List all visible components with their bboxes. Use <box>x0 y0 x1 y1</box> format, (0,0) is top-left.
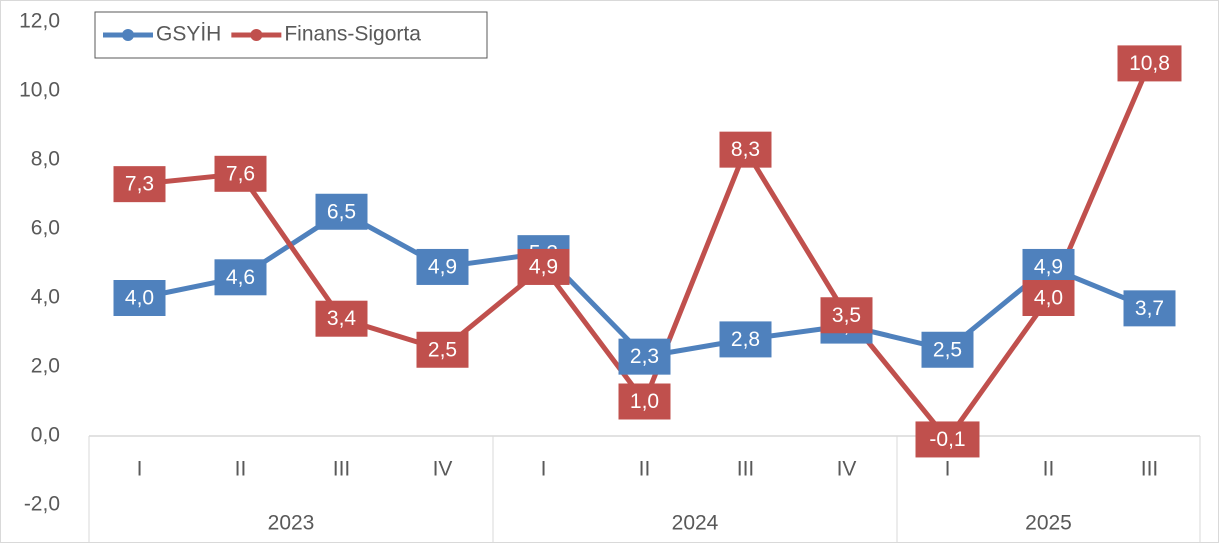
data-label-box <box>618 383 671 420</box>
y-tick-label: 0,0 <box>31 424 60 447</box>
data-label: 4,9 <box>428 255 457 278</box>
data-label-box <box>517 248 570 285</box>
data-label-box <box>921 331 974 368</box>
legend-box <box>94 11 488 59</box>
data-label: 3,5 <box>832 304 861 327</box>
data-label-box <box>719 321 772 358</box>
x-tick-label: II <box>1043 458 1055 481</box>
x-tick-label: IV <box>433 458 453 481</box>
data-label-box <box>820 297 873 334</box>
group-label: 2024 <box>672 512 719 535</box>
x-tick-label: IV <box>837 458 857 481</box>
data-label: 4,9 <box>1034 255 1063 278</box>
x-tick-label: III <box>1141 458 1159 481</box>
data-label-box <box>315 193 368 230</box>
data-label-box <box>214 259 267 296</box>
y-tick-label: 4,0 <box>31 286 60 309</box>
data-label: -0,1 <box>929 428 965 451</box>
y-tick-label: 12,0 <box>19 10 60 33</box>
data-label: 2,8 <box>731 328 760 351</box>
y-tick-label: 10,0 <box>19 79 60 102</box>
x-tick-label: I <box>137 458 143 481</box>
data-label: 4,0 <box>1034 287 1063 310</box>
data-label-box <box>1123 290 1176 327</box>
legend-marker <box>250 29 263 41</box>
legend-label: GSYİH <box>156 23 221 46</box>
data-label-box <box>315 300 368 337</box>
data-label: 2,5 <box>428 338 457 361</box>
y-tick-label: 2,0 <box>31 355 60 378</box>
y-tick-label: 6,0 <box>31 217 60 240</box>
y-tick-label: 8,0 <box>31 148 60 171</box>
data-label: 2,5 <box>933 338 962 361</box>
x-tick-label: II <box>639 458 651 481</box>
data-label: 7,3 <box>125 173 154 196</box>
data-label: 1,0 <box>630 390 659 413</box>
data-label-box <box>719 131 772 168</box>
data-label-box <box>1022 248 1075 285</box>
data-label: 3,4 <box>327 307 357 330</box>
data-label: 4,6 <box>226 266 255 289</box>
data-label-box <box>214 155 267 192</box>
data-label-box <box>618 338 671 375</box>
data-label-box <box>113 166 166 203</box>
group-label: 2023 <box>268 512 315 535</box>
x-tick-label: II <box>235 458 247 481</box>
data-label: 6,5 <box>327 200 356 223</box>
data-label: 3,7 <box>1135 297 1164 320</box>
data-label: 7,6 <box>226 162 255 185</box>
group-label: 2025 <box>1025 512 1072 535</box>
data-label: 2,3 <box>630 345 659 368</box>
data-label-box <box>416 331 469 368</box>
data-label: 10,8 <box>1129 52 1170 75</box>
data-label-box <box>1022 280 1075 316</box>
legend-marker <box>122 29 134 41</box>
x-tick-label: I <box>541 458 547 481</box>
x-tick-label: III <box>333 458 351 481</box>
data-label-box <box>1117 45 1182 82</box>
y-tick-label: -2,0 <box>24 493 60 516</box>
data-label: 8,3 <box>731 138 760 161</box>
data-label-box <box>915 421 980 458</box>
data-label-box <box>416 248 469 285</box>
data-label-box <box>113 280 166 316</box>
x-tick-label: III <box>737 458 755 481</box>
legend-label: Finans-Sigorta <box>284 23 421 46</box>
data-label: 4,9 <box>529 255 558 278</box>
data-label: 4,0 <box>125 287 154 310</box>
x-tick-label: I <box>945 458 951 481</box>
